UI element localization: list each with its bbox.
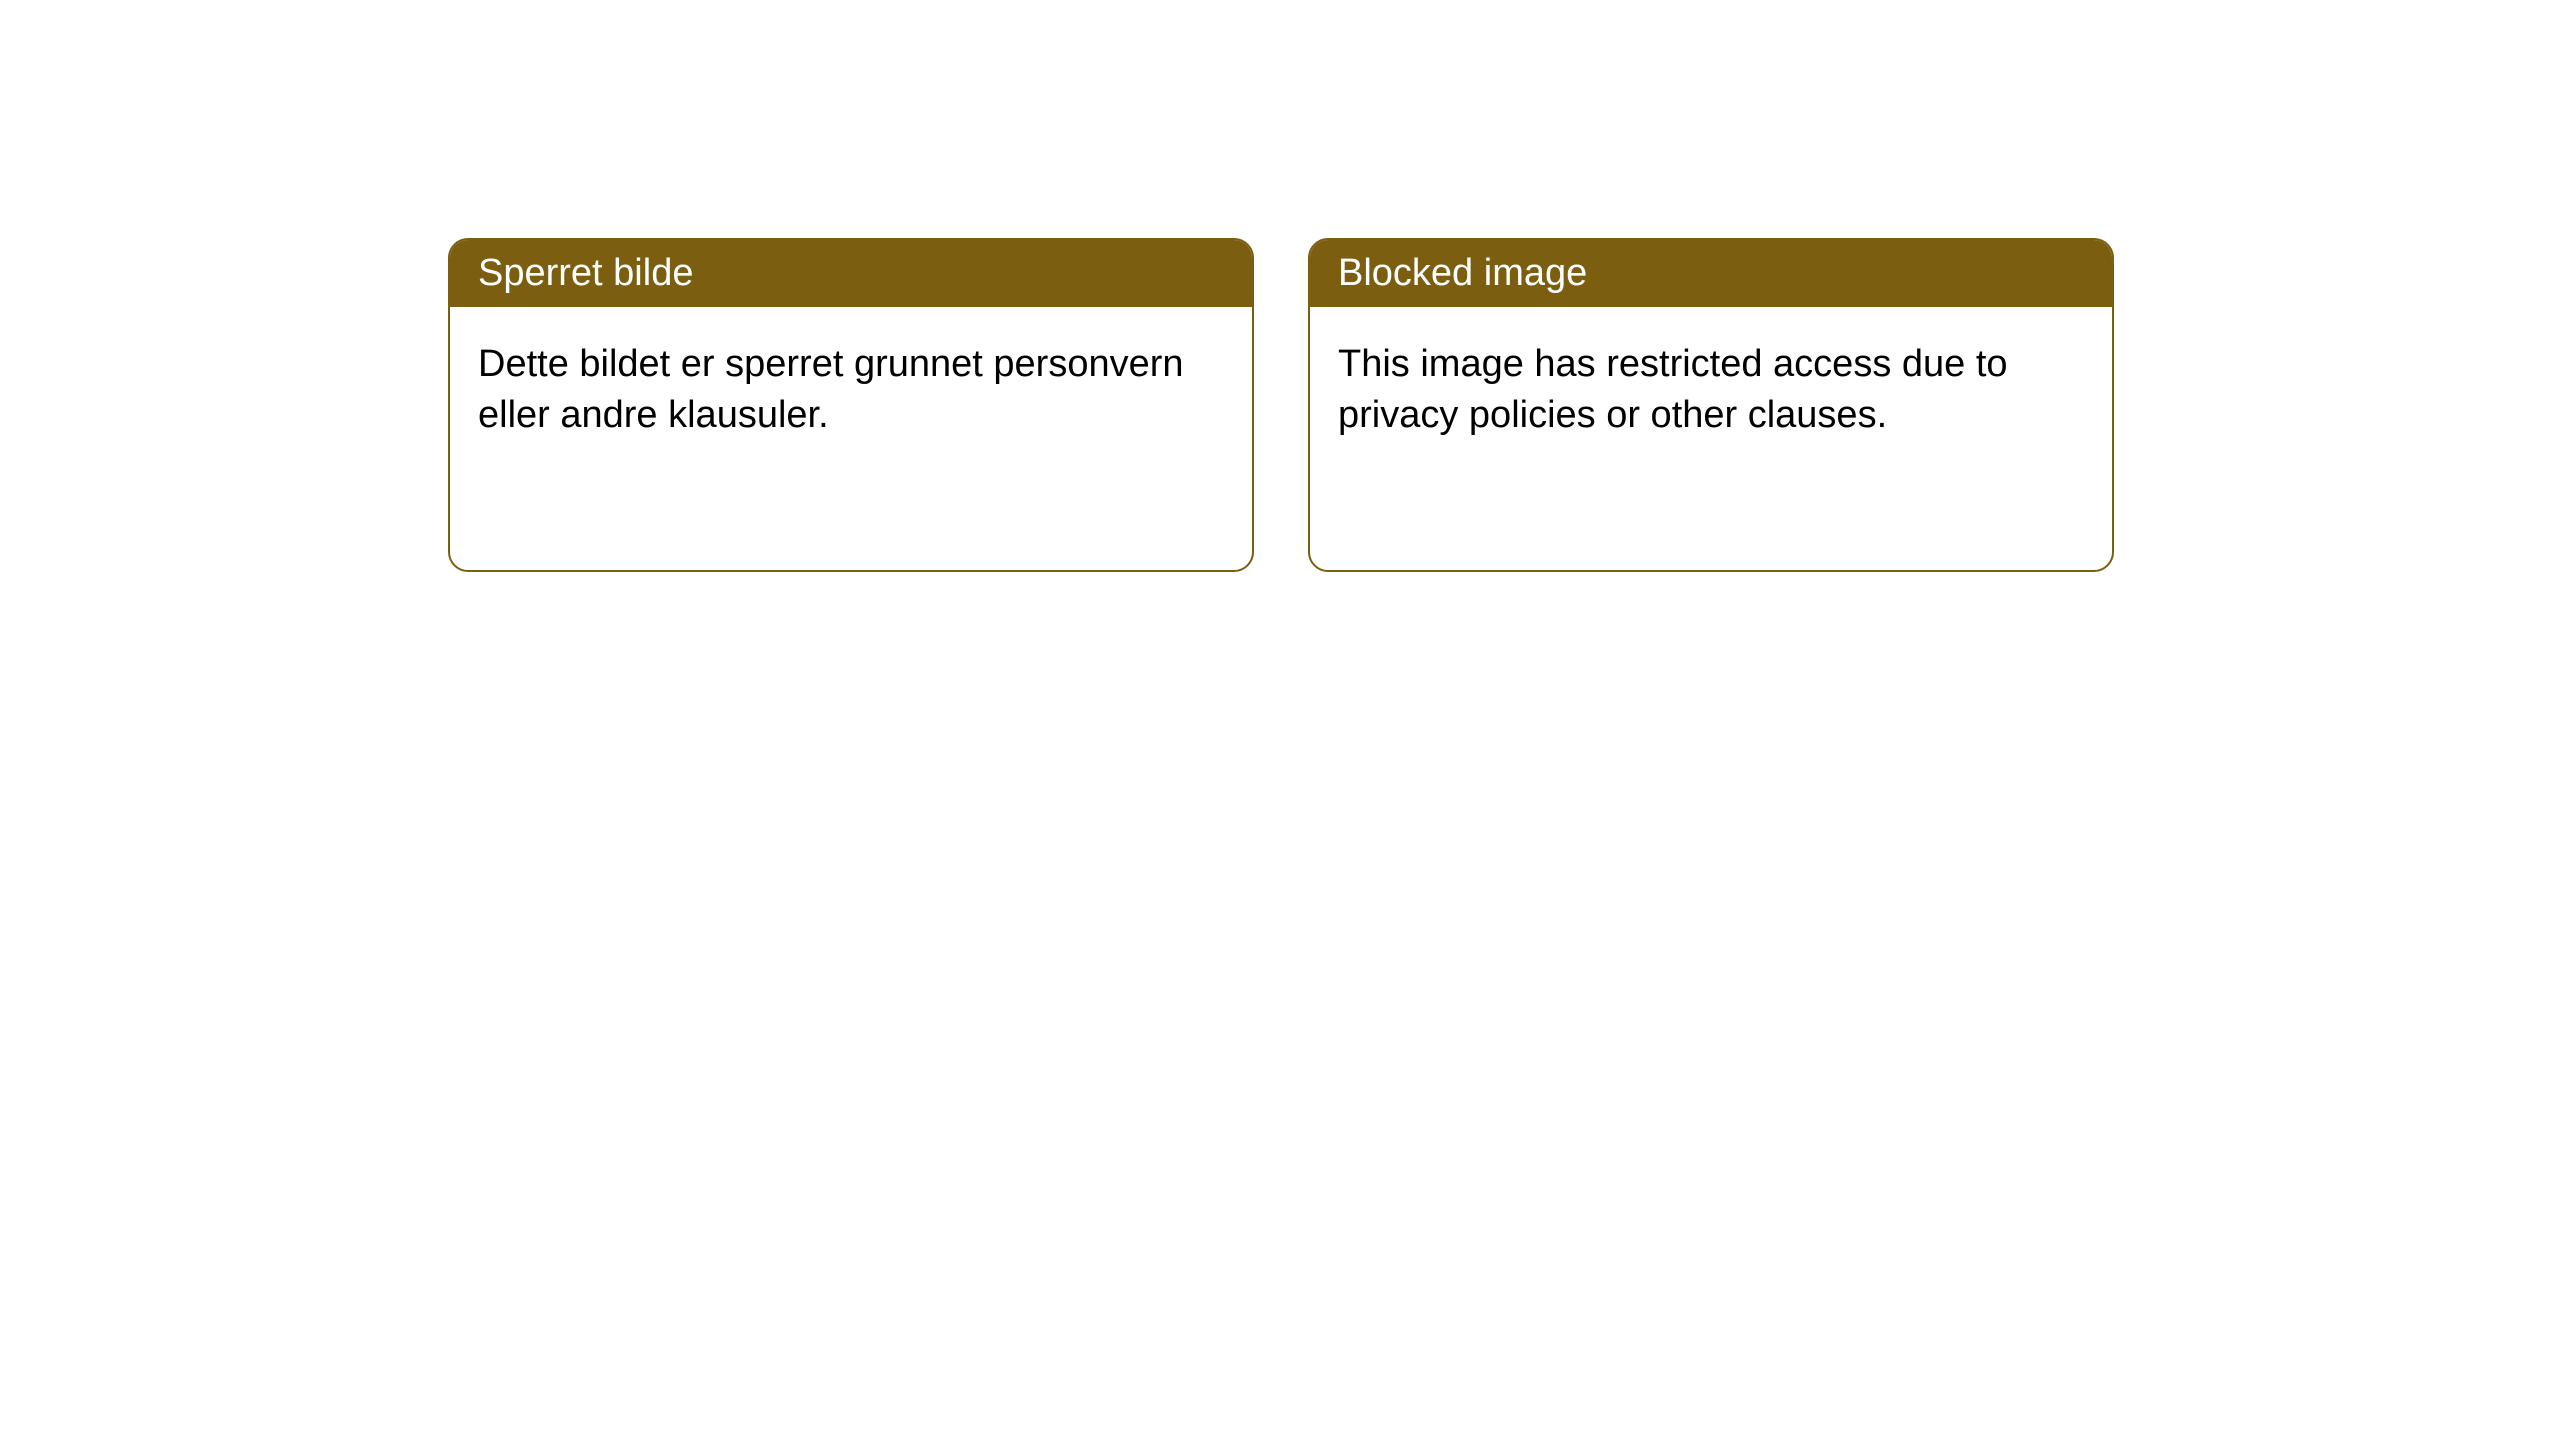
notice-card-english: Blocked image This image has restricted … bbox=[1308, 238, 2114, 572]
notice-header: Blocked image bbox=[1310, 240, 2112, 307]
notice-container: Sperret bilde Dette bildet er sperret gr… bbox=[0, 0, 2560, 572]
notice-title: Blocked image bbox=[1338, 252, 1587, 294]
notice-body-text: This image has restricted access due to … bbox=[1338, 343, 2008, 436]
notice-body: This image has restricted access due to … bbox=[1310, 307, 2112, 474]
notice-body: Dette bildet er sperret grunnet personve… bbox=[450, 307, 1252, 474]
notice-body-text: Dette bildet er sperret grunnet personve… bbox=[478, 343, 1184, 436]
notice-title: Sperret bilde bbox=[478, 252, 693, 294]
notice-card-norwegian: Sperret bilde Dette bildet er sperret gr… bbox=[448, 238, 1254, 572]
notice-header: Sperret bilde bbox=[450, 240, 1252, 307]
